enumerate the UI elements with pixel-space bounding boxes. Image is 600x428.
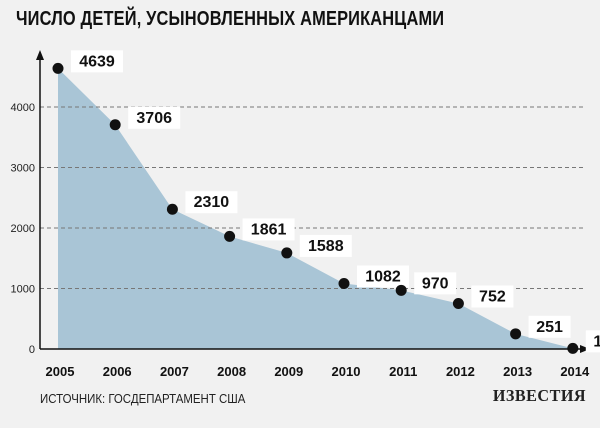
data-label-box bbox=[128, 106, 181, 129]
x-tick-label: 2012 bbox=[446, 364, 475, 379]
x-tick-label: 2011 bbox=[389, 364, 417, 379]
data-label-box bbox=[585, 330, 600, 353]
data-point bbox=[338, 278, 350, 290]
data-label: 752 bbox=[479, 289, 506, 306]
data-point bbox=[395, 284, 407, 296]
data-point bbox=[166, 203, 178, 215]
x-tick-label: 2013 bbox=[503, 364, 532, 379]
data-point bbox=[510, 328, 522, 340]
data-label-box bbox=[414, 272, 457, 295]
data-label: 2310 bbox=[194, 194, 230, 211]
data-point bbox=[452, 298, 464, 310]
data-point bbox=[567, 342, 579, 354]
data-label-box bbox=[299, 234, 352, 257]
data-label: 251 bbox=[536, 319, 563, 336]
data-label: 4639 bbox=[79, 53, 115, 70]
data-point bbox=[52, 62, 64, 74]
data-point bbox=[109, 119, 121, 131]
izvestia-logo: ИЗВЕСТИЯ bbox=[492, 386, 586, 405]
chart-title: ЧИСЛО ДЕТЕЙ, УСЫНОВЛЕННЫХ АМЕРИКАНЦАМИ bbox=[16, 8, 445, 30]
y-tick-label: 3000 bbox=[11, 163, 35, 175]
x-tick-label: 2009 bbox=[274, 364, 303, 379]
data-label: 3706 bbox=[136, 110, 172, 127]
x-tick-label: 2007 bbox=[160, 364, 189, 379]
data-label-box bbox=[471, 285, 514, 308]
data-label: 1082 bbox=[365, 269, 401, 286]
x-tick-label: 2014 bbox=[560, 364, 590, 379]
data-label: 970 bbox=[422, 275, 449, 292]
data-label: 1588 bbox=[308, 238, 344, 255]
data-label-box bbox=[185, 191, 238, 214]
data-label: 1861 bbox=[251, 221, 287, 238]
x-tick-label: 2006 bbox=[103, 364, 132, 379]
data-point bbox=[224, 230, 236, 242]
y-tick-label: 1000 bbox=[11, 284, 35, 296]
y-axis-arrow bbox=[36, 50, 44, 60]
data-label-box bbox=[242, 218, 295, 241]
x-tick-label: 2005 bbox=[46, 364, 75, 379]
source-note: ИСТОЧНИК: ГОСДЕПАРТАМЕНТ США bbox=[40, 391, 246, 406]
x-axis-arrow bbox=[580, 345, 590, 353]
data-label-box bbox=[71, 50, 123, 73]
y-tick-label: 4000 bbox=[11, 102, 35, 114]
data-label-box bbox=[528, 315, 571, 338]
y-tick-label: 2000 bbox=[11, 223, 35, 235]
x-tick-label: 2010 bbox=[332, 364, 361, 379]
data-label-box bbox=[357, 265, 409, 288]
data-point bbox=[281, 247, 293, 259]
x-tick-label: 2008 bbox=[217, 364, 246, 379]
y-tick-label: 0 bbox=[29, 344, 35, 356]
data-label: 11 bbox=[593, 333, 600, 350]
area-fill bbox=[58, 68, 573, 349]
